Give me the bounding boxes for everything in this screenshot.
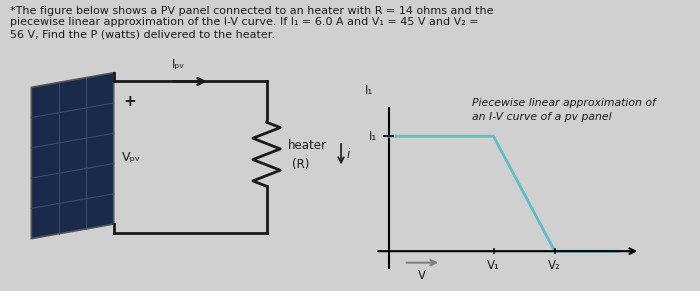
Text: V: V: [419, 269, 426, 282]
Text: V₁: V₁: [487, 259, 500, 272]
Text: Iₚᵥ: Iₚᵥ: [172, 58, 185, 71]
Text: i: i: [347, 148, 350, 161]
Text: +: +: [123, 94, 136, 109]
Text: Vₚᵥ: Vₚᵥ: [122, 151, 141, 164]
Text: V₂: V₂: [548, 259, 561, 272]
Text: I₁: I₁: [370, 130, 377, 143]
Polygon shape: [32, 73, 113, 239]
Text: *The figure below shows a PV panel connected to an heater with R = 14 ohms and t: *The figure below shows a PV panel conne…: [10, 6, 494, 39]
Text: I₁: I₁: [365, 84, 373, 97]
Text: Piecewise linear approximation of
an I-V curve of a pv panel: Piecewise linear approximation of an I-V…: [472, 98, 655, 122]
Text: (R): (R): [292, 158, 309, 171]
Text: heater: heater: [288, 139, 327, 152]
